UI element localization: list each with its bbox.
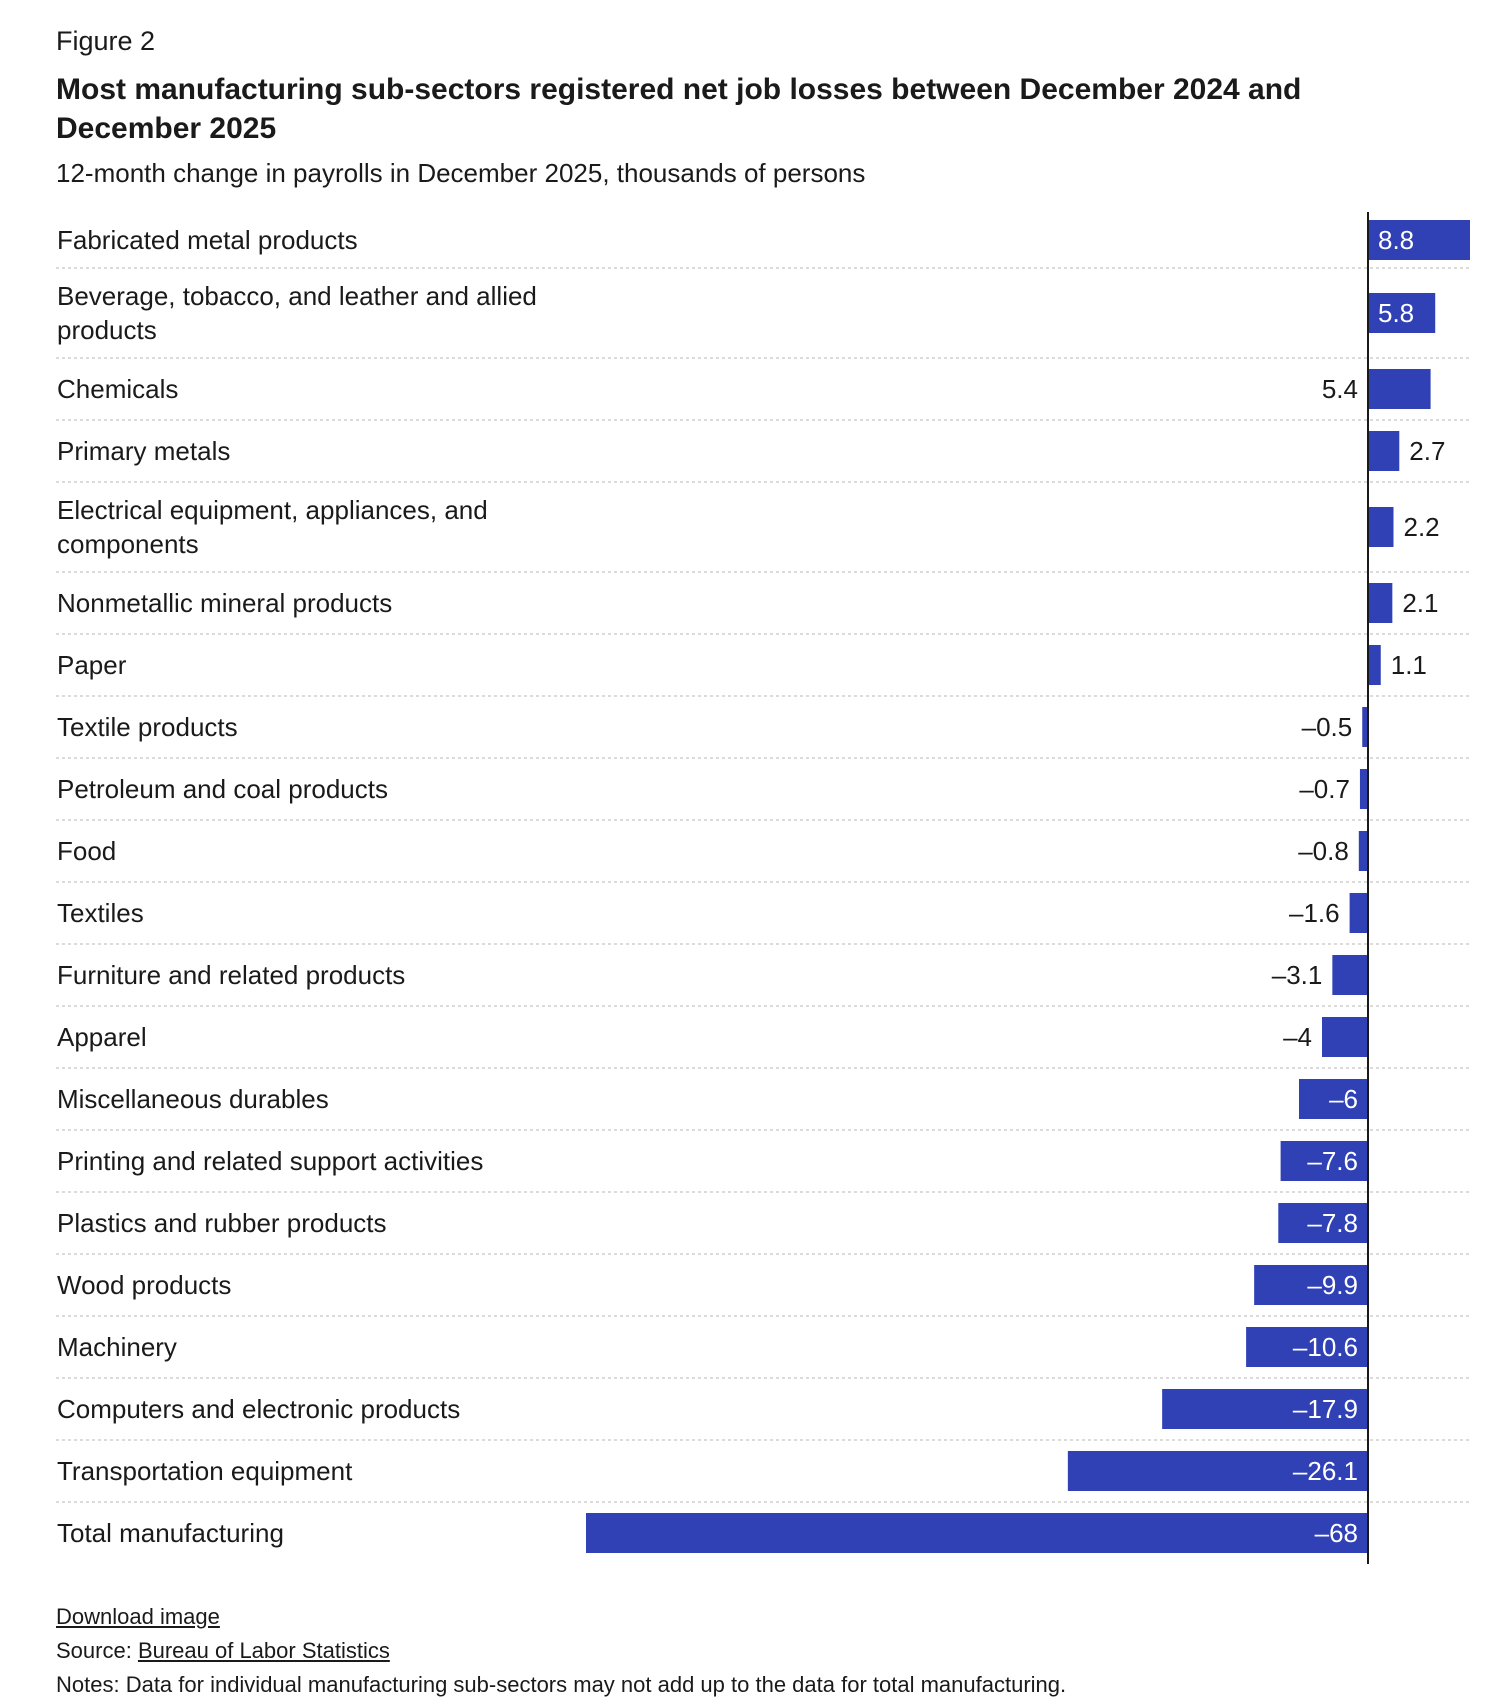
bar <box>1362 707 1368 747</box>
category-label: Computers and electronic products <box>57 1394 460 1424</box>
category-label: Wood products <box>57 1270 231 1300</box>
category-label-line: Nonmetallic mineral products <box>57 588 392 618</box>
category-label-line: Petroleum and coal products <box>57 774 388 804</box>
bar <box>586 1513 1368 1553</box>
category-label: Food <box>57 836 116 866</box>
source-line: Source: Bureau of Labor Statistics <box>56 1638 390 1664</box>
figure-label: Figure 2 <box>56 26 156 56</box>
bar <box>1359 769 1368 809</box>
category-label-line: Beverage, tobacco, and leather and allie… <box>57 281 537 311</box>
bar <box>1368 431 1400 471</box>
category-label-line: Transportation equipment <box>57 1456 353 1486</box>
bar <box>1368 583 1393 623</box>
category-label: Printing and related support activities <box>57 1146 483 1176</box>
bar <box>1067 1451 1368 1491</box>
value-label: –4 <box>1283 1022 1312 1052</box>
value-label: 2.2 <box>1404 512 1440 542</box>
category-label: Transportation equipment <box>57 1456 353 1486</box>
category-label: Miscellaneous durables <box>57 1084 329 1114</box>
bar <box>1368 220 1470 260</box>
category-label: Textiles <box>57 898 144 928</box>
source-link[interactable]: Bureau of Labor Statistics <box>137 1638 390 1663</box>
value-label: –17.9 <box>1293 1394 1358 1424</box>
value-label: –0.7 <box>1299 774 1350 804</box>
category-label: Textile products <box>57 712 238 742</box>
value-label: –6 <box>1329 1084 1358 1114</box>
category-label: Plastics and rubber products <box>57 1208 387 1238</box>
bar <box>1349 893 1368 933</box>
bar <box>1368 369 1431 409</box>
category-label-line: Miscellaneous durables <box>57 1084 329 1114</box>
category-label-line: Textiles <box>57 898 144 928</box>
value-label: 8.8 <box>1378 225 1414 255</box>
value-label: 5.8 <box>1378 298 1414 328</box>
category-label-line: Printing and related support activities <box>57 1146 483 1176</box>
category-label-line: Chemicals <box>57 374 178 404</box>
download-image-link-row: Download image <box>56 1604 220 1630</box>
value-label: –7.8 <box>1307 1208 1358 1238</box>
source-prefix: Source: <box>56 1638 138 1663</box>
category-label-line: Computers and electronic products <box>57 1394 460 1424</box>
value-label: –1.6 <box>1289 898 1340 928</box>
value-label: –9.9 <box>1307 1270 1358 1300</box>
category-label: Total manufacturing <box>57 1518 284 1548</box>
category-label: Nonmetallic mineral products <box>57 588 392 618</box>
value-label: –26.1 <box>1293 1456 1358 1486</box>
bar <box>1368 293 1436 333</box>
category-label: Petroleum and coal products <box>57 774 388 804</box>
category-label-line: Total manufacturing <box>57 1518 284 1548</box>
bar <box>1162 1389 1368 1429</box>
category-label-line: Apparel <box>57 1022 147 1052</box>
category-label: Apparel <box>57 1022 147 1052</box>
value-label: –0.5 <box>1302 712 1353 742</box>
value-label: –0.8 <box>1298 836 1349 866</box>
bar <box>1368 645 1381 685</box>
category-label-line: Fabricated metal products <box>57 225 358 255</box>
bar <box>1368 507 1394 547</box>
value-label: 1.1 <box>1391 650 1427 680</box>
chart-title: Most manufacturing sub-sectors registere… <box>56 73 1302 145</box>
chart-subtitle: 12-month change in payrolls in December … <box>56 158 866 188</box>
category-label-line: Paper <box>57 650 127 680</box>
category-label-line: Wood products <box>57 1270 231 1300</box>
category-label: Paper <box>57 650 127 680</box>
category-label-line: Furniture and related products <box>57 960 405 990</box>
bar <box>1278 1203 1368 1243</box>
bar <box>1322 1017 1368 1057</box>
notes-line: Notes: Data for individual manufacturing… <box>56 1672 1067 1697</box>
value-label: –3.1 <box>1272 960 1323 990</box>
category-label: Electrical equipment, appliances, and com… <box>57 495 488 559</box>
category-label: Beverage, tobacco, and leather and allie… <box>57 281 537 345</box>
bar <box>1280 1141 1368 1181</box>
category-label: Primary metals <box>57 436 230 466</box>
value-label: –10.6 <box>1293 1332 1358 1362</box>
category-label-line: Textile products <box>57 712 238 742</box>
value-label: 5.4 <box>1322 374 1358 404</box>
category-label-line: Primary metals <box>57 436 230 466</box>
value-label: 2.1 <box>1402 588 1438 618</box>
value-label: –68 <box>1315 1518 1358 1548</box>
bar-chart: Fabricated metal products 8.8 Beverage, to… <box>56 212 1470 1564</box>
bar <box>1254 1265 1368 1305</box>
value-label: 2.7 <box>1409 436 1445 466</box>
category-label: Chemicals <box>57 374 178 404</box>
value-label: –7.6 <box>1307 1146 1358 1176</box>
category-label-line: Plastics and rubber products <box>57 1208 387 1238</box>
category-label-line: Food <box>57 836 116 866</box>
bar <box>1332 955 1368 995</box>
category-label: Furniture and related products <box>57 960 405 990</box>
download-image-link[interactable]: Download image <box>56 1604 220 1629</box>
category-label-line: components <box>57 529 199 559</box>
bar <box>1246 1327 1368 1367</box>
category-label: Fabricated metal products <box>57 225 358 255</box>
bar <box>1299 1079 1368 1119</box>
bar <box>1358 831 1368 871</box>
category-label-line: Electrical equipment, appliances, and <box>57 495 488 525</box>
category-label-line: products <box>57 315 157 345</box>
category-label: Machinery <box>57 1332 177 1362</box>
category-label-line: Machinery <box>57 1332 177 1362</box>
